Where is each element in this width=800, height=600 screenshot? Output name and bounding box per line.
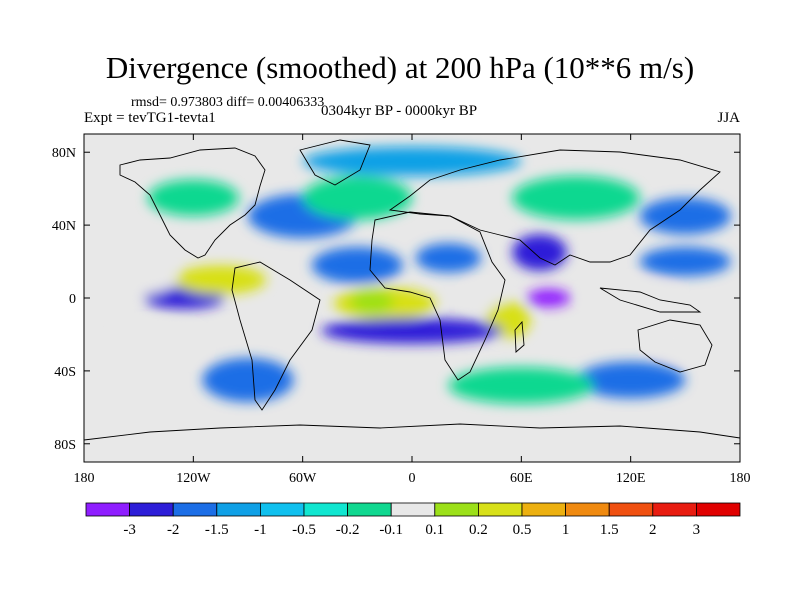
colorbar-swatch-2: [172, 502, 218, 517]
colorbar: -3 -2 -1.5 -1 -0.5 -0.2 -0.1 0.1 0.2 0.5 1 1.5 2 3: [85, 502, 741, 538]
stats-text: rmsd= 0.973803 diff= 0.00406333: [131, 95, 325, 110]
x-tick-label-3: 0: [409, 471, 416, 486]
anomaly-region-21: [302, 175, 412, 220]
colorbar-label-7: 0.1: [425, 522, 444, 538]
coastline-south-america: [231, 261, 321, 411]
colorbar-label-8: 0.2: [469, 522, 488, 538]
coastline-eurasia: [388, 149, 721, 266]
coastline-north-america: [119, 147, 266, 259]
anomaly-region-22: [512, 175, 640, 220]
y-tick-label-2: 0: [69, 292, 76, 307]
anomaly-region-7: [415, 243, 482, 273]
colorbar-label-1: -2: [167, 522, 180, 538]
x-tick-label-5: 120E: [616, 471, 646, 486]
colorbar-swatch-8: [434, 502, 479, 517]
colorbar-label-6: -0.1: [379, 522, 403, 538]
coastlines: [84, 139, 740, 441]
coastline-australia: [637, 319, 713, 373]
anomaly-region-14: [585, 283, 677, 306]
colorbar-swatch-6: [347, 502, 392, 517]
season-label: JJA: [717, 110, 740, 126]
experiment-label: Expt = tevTG1-tevta1: [84, 110, 216, 126]
colorbar-swatch-12: [608, 502, 654, 517]
colorbar-label-3: -1: [254, 522, 267, 538]
y-tick-label-3: 40S: [54, 365, 76, 380]
anomaly-region-13: [648, 319, 740, 357]
colorbar-label-12: 2: [649, 522, 657, 538]
anomaly-region-5: [320, 318, 504, 344]
anomaly-region-10: [175, 265, 267, 295]
colorbar-label-2: -1.5: [205, 522, 229, 538]
y-tick-label-4: 80S: [54, 438, 76, 453]
colorbar-swatch-3: [216, 502, 261, 517]
divergence-field: [102, 146, 740, 404]
coastline-antarctica: [84, 423, 740, 441]
anomaly-region-19: [576, 361, 686, 399]
x-tick-label-1: 120W: [176, 471, 211, 486]
colorbar-label-11: 1.5: [600, 522, 619, 538]
colorbar-label-0: -3: [123, 522, 136, 538]
plot-title: Divergence (smoothed) at 200 hPa (10**6 …: [105, 50, 695, 85]
colorbar-swatch-10: [521, 502, 566, 517]
colorbar-label-4: -0.5: [292, 522, 316, 538]
anomaly-region-18: [202, 358, 294, 402]
anomaly-region-20: [448, 367, 595, 404]
anomaly-region-16: [639, 197, 731, 235]
x-tick-label-0: 180: [74, 471, 95, 486]
anomaly-region-4: [526, 288, 571, 308]
anomaly-region-15: [639, 247, 731, 277]
colorbar-swatch-1: [129, 502, 174, 517]
x-tick-label-2: 60W: [289, 471, 317, 486]
anomaly-region-1: [350, 290, 394, 313]
y-tick-label-1: 40N: [52, 219, 76, 234]
colorbar-swatch-7: [390, 502, 436, 517]
colorbar-swatch-9: [477, 502, 523, 517]
period-label: 0304kyr BP - 0000kyr BP: [321, 103, 478, 119]
coastline-madagascar: [514, 320, 525, 353]
x-tick-label-4: 60E: [510, 471, 533, 486]
colorbar-label-5: -0.2: [336, 522, 360, 538]
anomaly-region-6: [311, 247, 403, 284]
coastline-africa: [369, 211, 506, 381]
colorbar-swatch-4: [259, 502, 305, 517]
anomaly-region-8: [512, 234, 567, 271]
anomaly-region-24: [302, 146, 522, 176]
colorbar-swatch-0: [85, 502, 130, 517]
y-tick-label-0: 80N: [52, 146, 76, 161]
coastline-indonesia: [599, 287, 702, 313]
anomaly-region-12: [111, 325, 203, 362]
colorbar-swatch-11: [565, 502, 610, 517]
colorbar-label-9: 0.5: [513, 522, 532, 538]
anomaly-region-23: [147, 179, 239, 216]
colorbar-label-10: 1: [562, 522, 570, 538]
axis-ticks: 180 120W 60W 0 60E 120E 180 80N 40N 0 40S 80S: [52, 134, 751, 486]
colorbar-swatch-14: [696, 502, 741, 517]
colorbar-swatch-5: [303, 502, 348, 517]
anomaly-region-3: [466, 288, 504, 308]
x-tick-label-6: 180: [730, 471, 751, 486]
colorbar-label-13: 3: [693, 522, 701, 538]
colorbar-swatch-13: [652, 502, 697, 517]
anomaly-region-11: [102, 265, 176, 295]
coastline-greenland: [299, 139, 371, 186]
